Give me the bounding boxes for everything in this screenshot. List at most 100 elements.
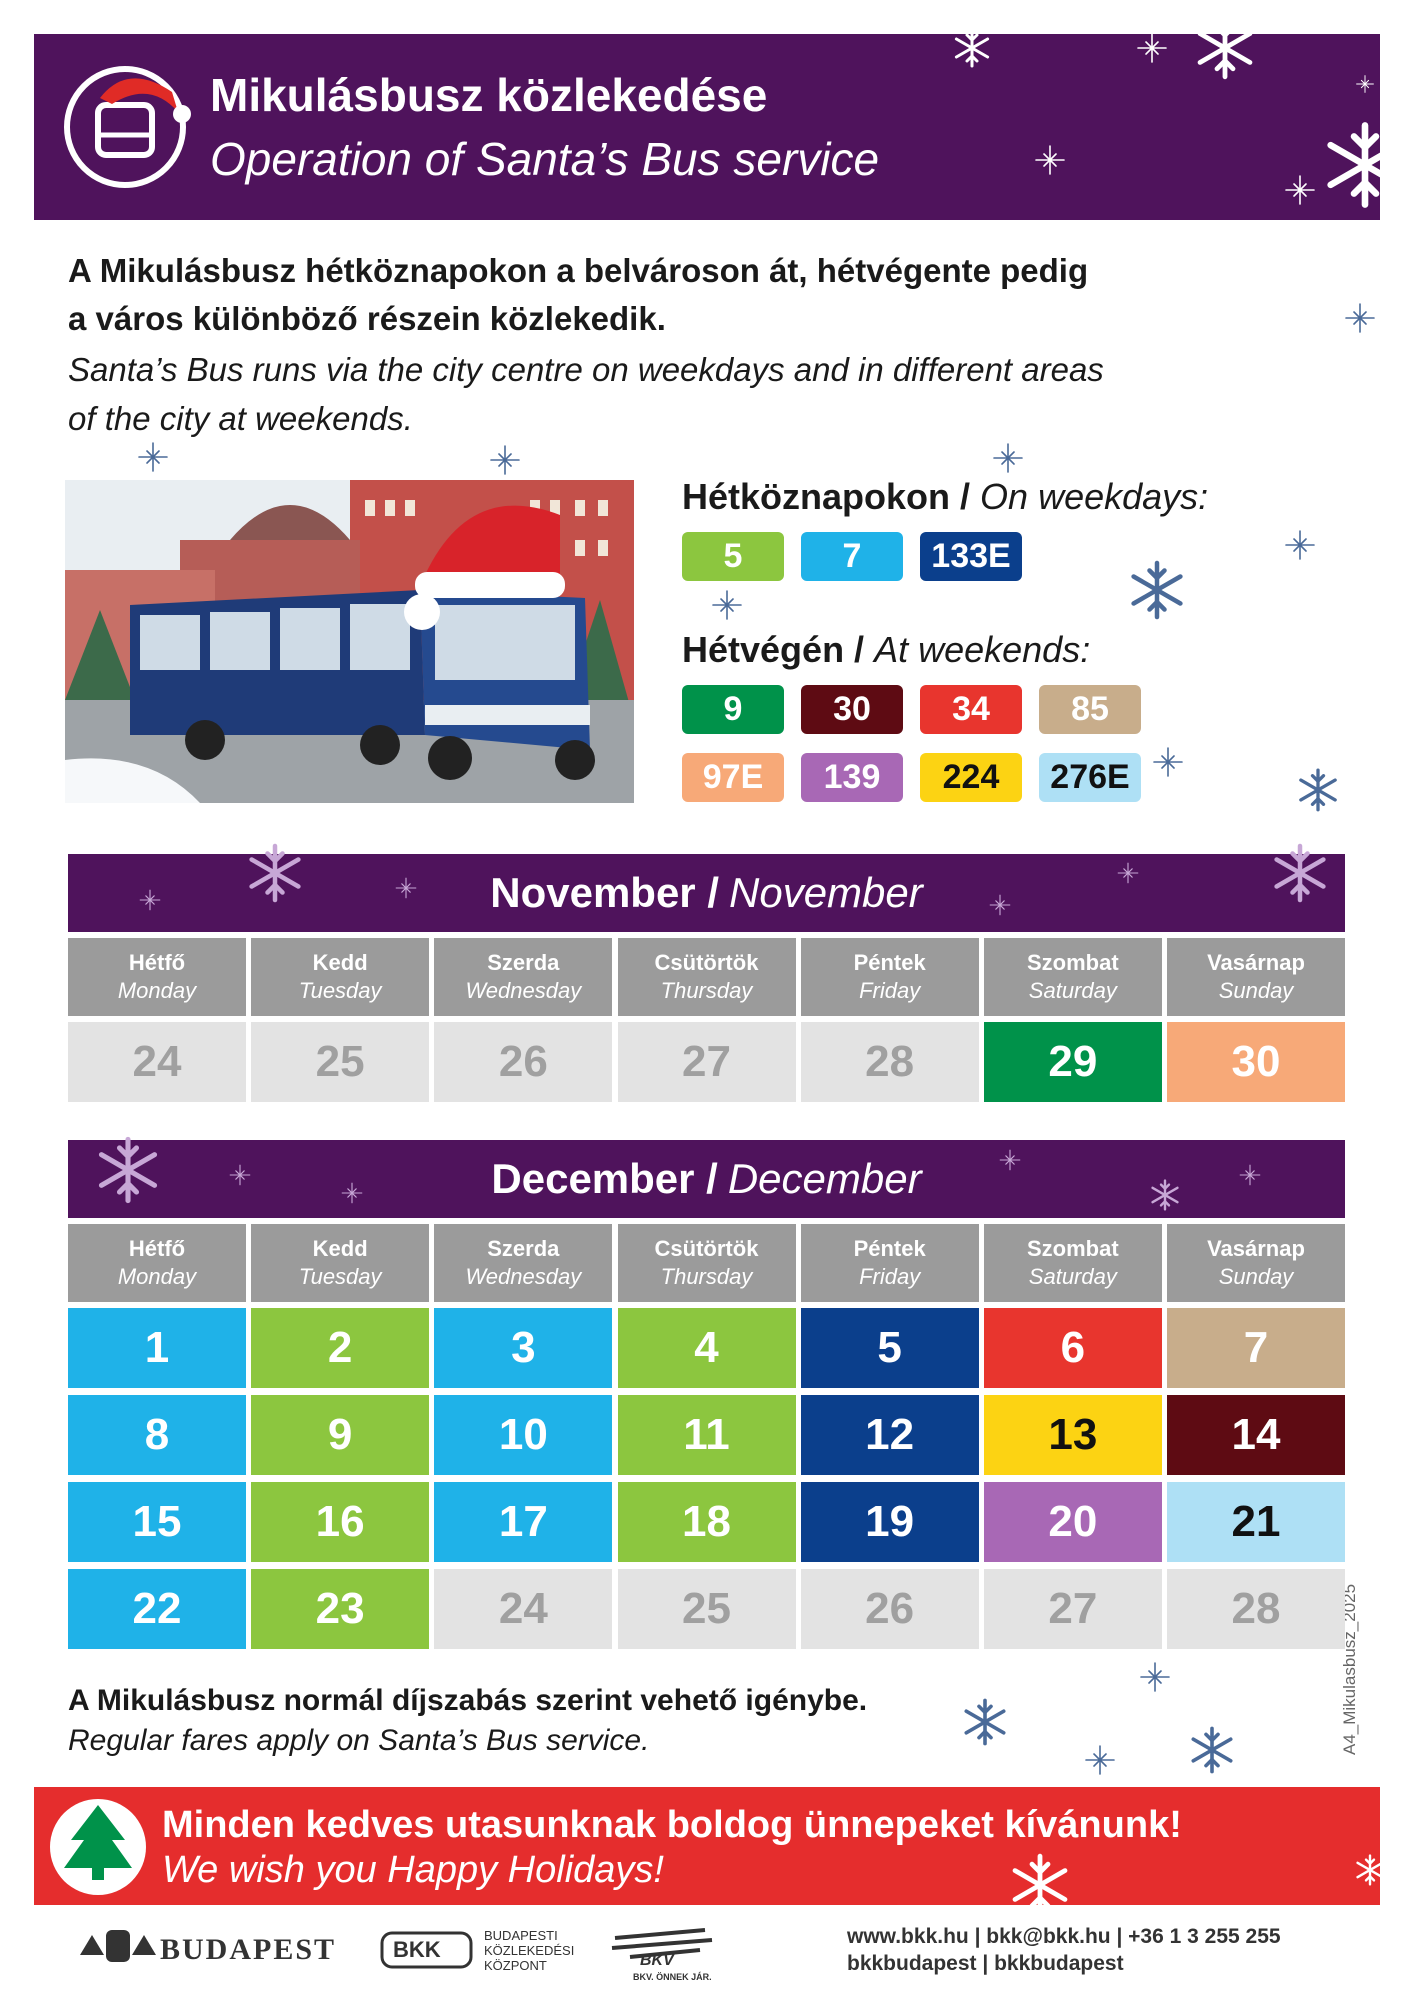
- bkk-name-line: KÖZPONT: [484, 1958, 547, 1973]
- day-header: Vasárnap Sunday: [1167, 938, 1345, 1016]
- notice-en: Regular fares apply on Santa’s Bus servi…: [68, 1724, 650, 1757]
- route-badge: 133E: [920, 532, 1022, 581]
- date-cell: 8: [68, 1395, 246, 1475]
- day-name-hu: Hétfő: [128, 950, 186, 975]
- date-cell: 11: [617, 1395, 796, 1475]
- day-name-hu: Vasárnap: [1207, 950, 1305, 975]
- day-header: Csütörtök Thursday: [617, 938, 796, 1016]
- date-cell: 17: [434, 1482, 613, 1562]
- date-cell: 28: [1167, 1569, 1345, 1649]
- route-badge: 224: [920, 753, 1022, 802]
- contact: bkkbudapest | bkkbudapest: [847, 1952, 1124, 1975]
- date-cell: 27: [617, 1022, 796, 1102]
- greeting-en: We wish you Happy Holidays!: [162, 1849, 664, 1891]
- date-cell: 1: [68, 1308, 246, 1388]
- route-badge: 276E: [1039, 753, 1141, 802]
- day-name-en: Tuesday: [298, 978, 382, 1003]
- route-badge: 9: [682, 685, 784, 734]
- date-cell: 28: [800, 1022, 979, 1102]
- intro-hu: a város különböző részein közlekedik.: [68, 300, 666, 337]
- day-header: Hétfő Monday: [68, 1224, 246, 1302]
- day-name-hu: Kedd: [312, 1236, 368, 1261]
- date-cell: 24: [434, 1569, 613, 1649]
- day-name-en: Wednesday: [465, 978, 582, 1003]
- day-header: Szombat Saturday: [983, 1224, 1162, 1302]
- day-header: Péntek Friday: [800, 1224, 979, 1302]
- bkv-logo: [611, 1928, 713, 1959]
- day-header: Szombat Saturday: [983, 938, 1162, 1016]
- day-name-en: Thursday: [660, 978, 753, 1003]
- date-cell: 10: [434, 1395, 613, 1475]
- route-badge: 5: [682, 532, 784, 581]
- day-name-en: Tuesday: [298, 1264, 382, 1289]
- route-badge: 7: [801, 532, 903, 581]
- date-cell: 25: [251, 1022, 430, 1102]
- notice-hu: A Mikulásbusz normál díjszabás szerint v…: [68, 1684, 868, 1717]
- route-badge: 34: [920, 685, 1022, 734]
- day-header: Szerda Wednesday: [434, 1224, 613, 1302]
- date-cell: 16: [251, 1482, 430, 1562]
- day-header: Péntek Friday: [800, 938, 979, 1016]
- intro-en: Santa’s Bus runs via the city centre on …: [68, 351, 1104, 388]
- date-cell: 19: [800, 1482, 979, 1562]
- day-name-hu: Hétfő: [128, 1236, 186, 1261]
- subtitle: Operation of Santa’s Bus service: [210, 133, 880, 185]
- day-name-hu: Szombat: [1026, 1236, 1119, 1261]
- contact: www.bkk.hu | bkk@bkk.hu | +36 1 3 255 25…: [847, 1925, 1281, 1948]
- date-cell: 23: [251, 1569, 430, 1649]
- day-name-en: Sunday: [1218, 1264, 1294, 1289]
- date-cell: 22: [68, 1569, 246, 1649]
- intro-en: of the city at weekends.: [68, 400, 413, 437]
- date-cell: 5: [800, 1308, 979, 1388]
- day-name-en: Wednesday: [465, 1264, 582, 1289]
- date-cell: 14: [1167, 1395, 1345, 1475]
- date-cell: 27: [983, 1569, 1162, 1649]
- day-name-hu: Csütörtök: [654, 1236, 759, 1261]
- logo-ring: [64, 66, 186, 188]
- date-cell: 2: [251, 1308, 430, 1388]
- weekday-heading-en: On weekdays:: [980, 476, 1209, 517]
- day-header: Szerda Wednesday: [434, 938, 613, 1016]
- bkk-name-line: BUDAPESTI: [484, 1928, 558, 1943]
- day-name-en: Thursday: [660, 1264, 753, 1289]
- bkk-name-line: KÖZLEKEDÉSI: [484, 1943, 575, 1958]
- bkk-logo: [380, 1931, 473, 1969]
- weekday-heading-hu: Hétköznapokon /: [682, 476, 971, 517]
- day-name-en: Monday: [117, 1264, 197, 1289]
- day-header: Kedd Tuesday: [251, 1224, 430, 1302]
- day-name-en: Monday: [117, 978, 197, 1003]
- day-name-en: Sunday: [1218, 978, 1294, 1003]
- route-badge: 97E: [682, 753, 784, 802]
- intro-hu: A Mikulásbusz hétköznapokon a belvároson…: [68, 252, 1089, 289]
- day-header: Csütörtök Thursday: [617, 1224, 796, 1302]
- date-cell: 29: [983, 1022, 1162, 1102]
- bkk-name: BUDAPESTI KÖZLEKEDÉSI KÖZPONT: [484, 1928, 574, 1973]
- day-name-en: Saturday: [1028, 978, 1117, 1003]
- date-cell: 26: [434, 1022, 613, 1102]
- title: Mikulásbusz közlekedése: [210, 69, 768, 121]
- day-header: Hétfő Monday: [68, 938, 246, 1016]
- day-name-en: Friday: [859, 978, 921, 1003]
- day-name-en: Friday: [859, 1264, 921, 1289]
- day-name-hu: Szombat: [1026, 950, 1119, 975]
- day-header: Vasárnap Sunday: [1167, 1224, 1345, 1302]
- day-name-hu: Szerda: [487, 950, 560, 975]
- weekend-heading: Hétvégén / At weekends:: [682, 629, 1090, 671]
- date-cell: 7: [1167, 1308, 1345, 1388]
- date-cell: 30: [1167, 1022, 1345, 1102]
- date-cell: 6: [983, 1308, 1162, 1388]
- date-cell: 24: [68, 1022, 246, 1102]
- date-cell: 12: [800, 1395, 979, 1475]
- bus-icon: [95, 102, 155, 158]
- day-name-hu: Péntek: [853, 1236, 926, 1261]
- bus-illustration: [65, 480, 634, 803]
- header-band: [34, 34, 1380, 220]
- day-name-hu: Kedd: [312, 950, 368, 975]
- date-cell: 20: [983, 1482, 1162, 1562]
- day-header: Kedd Tuesday: [251, 938, 430, 1016]
- city-name: BUDAPEST: [160, 1933, 337, 1966]
- day-name-hu: Vasárnap: [1207, 1236, 1305, 1261]
- day-name-en: Saturday: [1028, 1264, 1117, 1289]
